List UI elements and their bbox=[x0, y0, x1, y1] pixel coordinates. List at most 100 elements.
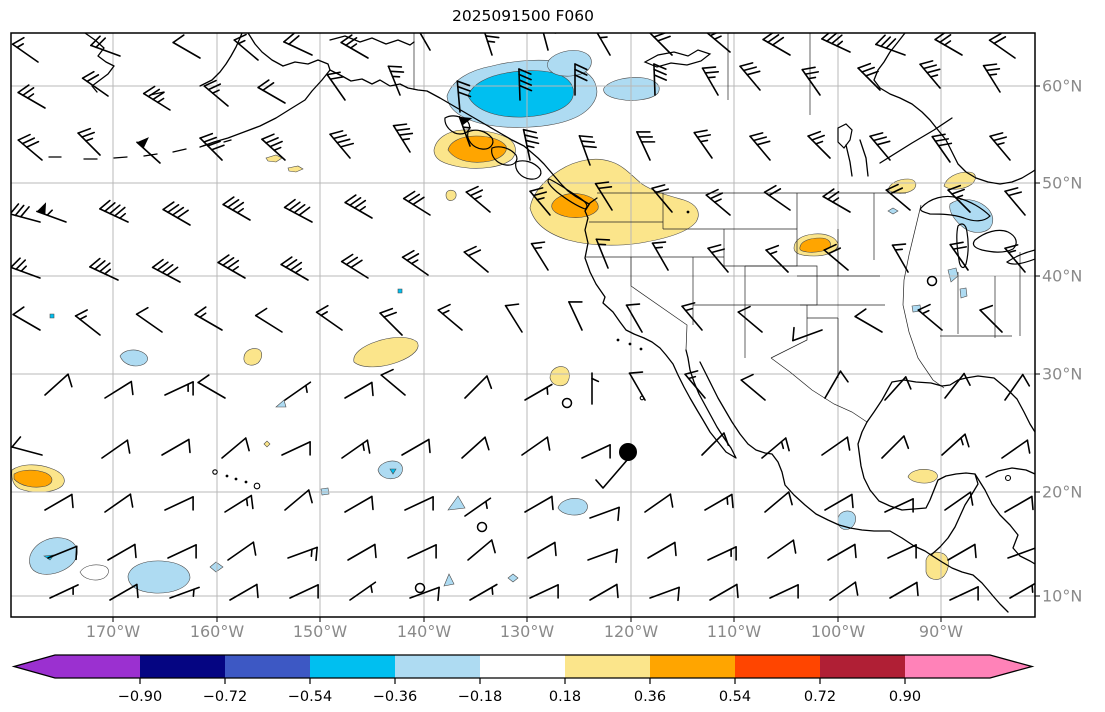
wind-barb bbox=[941, 433, 970, 456]
wind-barb bbox=[329, 130, 355, 159]
wind-barb bbox=[764, 491, 793, 513]
wind-barb bbox=[349, 581, 377, 601]
longitude-labels: 170°W 160°W 150°W 140°W 130°W 120°W 110°W 100°W… bbox=[86, 622, 963, 641]
wind-barb bbox=[221, 437, 250, 459]
station-dot bbox=[619, 443, 637, 461]
wind-barb bbox=[89, 257, 119, 281]
wind-barb bbox=[944, 491, 974, 511]
wind-barb bbox=[581, 444, 611, 459]
tick-label: 0.36 bbox=[634, 689, 666, 705]
wind-barbs bbox=[11, 33, 1035, 602]
wind-barb bbox=[284, 381, 312, 401]
wind-barb bbox=[287, 546, 318, 562]
wind-barb bbox=[77, 127, 101, 156]
wind-barb bbox=[402, 190, 431, 216]
wind-barb bbox=[578, 135, 597, 166]
wind-barb bbox=[885, 183, 911, 211]
wind-barb bbox=[504, 303, 523, 333]
wind-barb bbox=[530, 241, 549, 271]
wind-barb bbox=[934, 33, 963, 56]
wind-barb bbox=[344, 194, 373, 219]
wind-barb bbox=[762, 33, 791, 56]
wind-barb bbox=[589, 506, 620, 522]
wind-barb bbox=[706, 33, 731, 53]
wind-barb bbox=[222, 196, 251, 221]
wind-barb bbox=[47, 545, 78, 561]
wind-barb bbox=[467, 539, 496, 561]
wind-barb bbox=[17, 133, 43, 161]
wind-barb bbox=[707, 244, 729, 273]
wind-barb bbox=[822, 188, 851, 213]
wind-barb bbox=[172, 34, 201, 59]
wind-barb bbox=[401, 438, 431, 456]
wind-barb bbox=[136, 137, 161, 164]
tick-label: 0.90 bbox=[889, 689, 921, 705]
wind-barb bbox=[527, 541, 557, 559]
wind-barb bbox=[419, 33, 431, 51]
wind-barb bbox=[280, 256, 309, 281]
wind-barb bbox=[340, 253, 369, 279]
figure-title: 2025091500 F060 bbox=[452, 7, 594, 25]
wind-barb bbox=[1004, 373, 1031, 401]
wind-barb bbox=[229, 583, 259, 601]
wind-barb bbox=[651, 184, 673, 213]
wind-barb bbox=[824, 493, 854, 511]
wind-barb bbox=[44, 493, 74, 511]
tick-label: 130°W bbox=[500, 622, 555, 641]
wind-barb bbox=[765, 244, 789, 273]
wind-barb bbox=[596, 33, 611, 56]
wind-barb bbox=[821, 436, 851, 456]
wind-barb bbox=[857, 62, 881, 91]
wind-barb bbox=[101, 439, 131, 459]
gridlines bbox=[11, 33, 1035, 617]
wind-barb bbox=[949, 586, 979, 601]
wind-barb bbox=[705, 188, 731, 216]
wind-barb bbox=[74, 309, 101, 336]
wind-barb bbox=[11, 203, 41, 223]
wind-barb bbox=[44, 373, 73, 396]
tick-label: 140°W bbox=[397, 622, 452, 641]
wind-barb bbox=[340, 34, 369, 59]
wind-barb bbox=[107, 543, 137, 561]
wind-barb bbox=[769, 584, 799, 599]
tick-label: 0.54 bbox=[719, 689, 751, 705]
wind-barb bbox=[823, 243, 849, 271]
wind-barb bbox=[792, 326, 823, 342]
wind-barb bbox=[829, 581, 859, 601]
wind-barb bbox=[1004, 187, 1026, 216]
wind-barb bbox=[109, 583, 139, 601]
wind-barb bbox=[17, 84, 46, 109]
wind-barb bbox=[740, 373, 766, 401]
wind-barb bbox=[341, 439, 371, 459]
wind-barb bbox=[1004, 244, 1026, 273]
wind-barb bbox=[387, 65, 405, 96]
wind-barb bbox=[647, 541, 677, 559]
wind-barb bbox=[379, 307, 403, 336]
wind-barb bbox=[11, 257, 41, 279]
wind-barb bbox=[464, 375, 493, 399]
wind-barb bbox=[821, 33, 851, 53]
wind-barb bbox=[947, 184, 971, 213]
tick-label: 30°N bbox=[1042, 365, 1082, 384]
wind-barb bbox=[684, 370, 706, 399]
wind-barb bbox=[979, 304, 1003, 333]
wind-barb bbox=[392, 123, 414, 153]
wind-barb bbox=[458, 116, 473, 147]
wind-barb bbox=[1007, 547, 1035, 559]
wind-barb bbox=[81, 70, 109, 97]
wind-barb bbox=[257, 79, 286, 104]
wind-barb bbox=[224, 494, 254, 513]
wind-barb bbox=[591, 372, 600, 405]
wind-barb bbox=[653, 63, 668, 96]
wind-barb bbox=[217, 254, 246, 279]
wind-barb bbox=[529, 187, 551, 216]
wind-barb bbox=[49, 584, 79, 599]
tick-label: 0.72 bbox=[804, 689, 836, 705]
wind-barb bbox=[704, 493, 734, 511]
wind-barb bbox=[465, 185, 491, 213]
wind-barb bbox=[197, 374, 226, 399]
wind-barb bbox=[404, 496, 434, 511]
tick-label: 0.18 bbox=[549, 689, 581, 705]
wind-barb bbox=[891, 243, 909, 273]
wind-barb bbox=[151, 258, 181, 283]
